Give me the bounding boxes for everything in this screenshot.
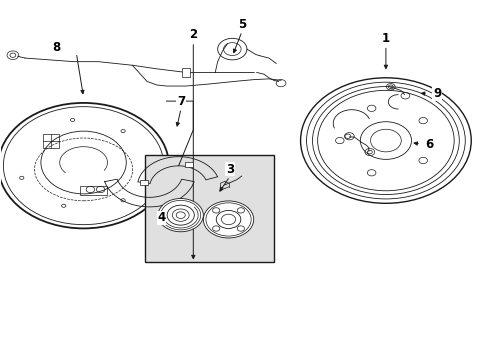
Text: 2: 2 (189, 28, 197, 41)
Circle shape (203, 201, 253, 238)
Text: 7: 7 (177, 95, 185, 108)
Bar (80, 186, 107, 194)
Bar (184, 162, 192, 167)
Circle shape (158, 198, 203, 232)
Text: 5: 5 (238, 18, 245, 31)
Text: 1: 1 (381, 32, 389, 45)
Text: 9: 9 (432, 87, 440, 100)
Text: 8: 8 (53, 41, 61, 54)
Circle shape (0, 103, 168, 228)
Bar (144, 155, 273, 262)
Text: 6: 6 (425, 138, 433, 150)
Circle shape (300, 78, 470, 203)
Text: 4: 4 (157, 211, 165, 224)
Bar (43, 134, 59, 148)
Bar (182, 68, 189, 77)
Text: 3: 3 (225, 163, 233, 176)
Bar (140, 180, 147, 185)
